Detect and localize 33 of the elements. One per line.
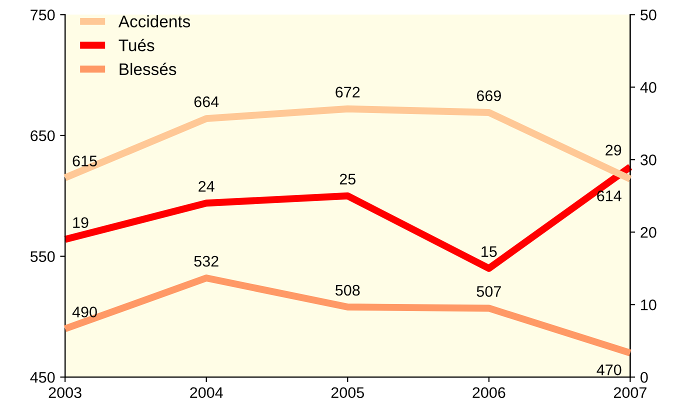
data-label: 507 xyxy=(476,286,501,297)
x-tick-label: 2005 xyxy=(331,387,364,398)
legend-label: Tués xyxy=(118,38,154,52)
y2-tick-label: 0 xyxy=(640,372,648,383)
y2-tick-label: 20 xyxy=(640,226,656,238)
y2-tick-label: 50 xyxy=(640,10,656,20)
data-label: 508 xyxy=(336,284,360,296)
y-tick-label: 650 xyxy=(30,130,55,142)
y2-tick-label: 40 xyxy=(640,82,656,93)
y2-tick-label: 10 xyxy=(641,299,656,310)
legend-label: Accidents xyxy=(118,15,190,28)
x-tick-label: 2006 xyxy=(472,387,506,398)
data-label: 470 xyxy=(596,364,622,376)
data-label: 614 xyxy=(597,190,622,202)
data-label: 25 xyxy=(340,174,356,185)
data-label: 669 xyxy=(476,90,501,102)
data-label: 29 xyxy=(606,144,622,156)
y-tick-label: 750 xyxy=(30,10,55,20)
data-label: 615 xyxy=(72,156,97,166)
legend-label: Blessés xyxy=(120,62,176,76)
x-tick-label: 2003 xyxy=(48,387,82,398)
y-tick-label: 550 xyxy=(30,251,55,262)
data-label: 490 xyxy=(72,306,97,318)
x-tick-label: 2007 xyxy=(614,387,646,398)
data-label: 24 xyxy=(198,180,214,192)
y2-tick-label: 30 xyxy=(640,154,656,166)
data-label: 532 xyxy=(194,256,218,267)
data-label: 19 xyxy=(73,217,88,228)
data-label: 672 xyxy=(336,86,360,98)
data-label: 664 xyxy=(194,96,219,108)
data-label: 15 xyxy=(482,246,497,258)
y-tick-label: 450 xyxy=(30,372,55,383)
x-tick-label: 2004 xyxy=(190,387,223,398)
